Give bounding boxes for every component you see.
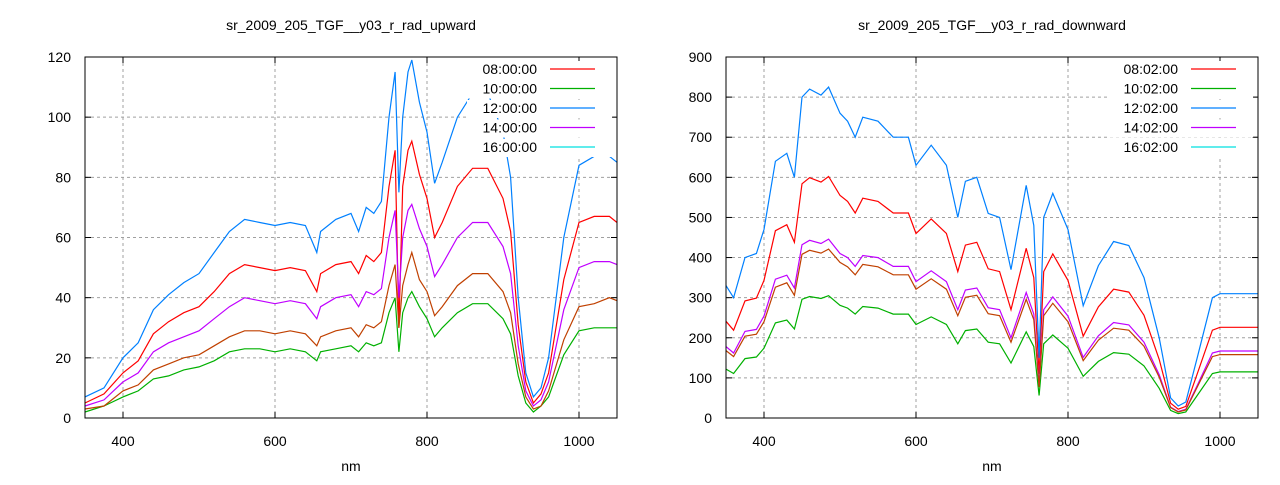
x-axis-label: nm [982, 458, 1001, 474]
y-tick-label: 400 [689, 250, 713, 266]
x-tick-label: 600 [263, 433, 287, 449]
y-tick-label: 60 [55, 230, 71, 246]
series-line-10-00-00 [84, 290, 617, 413]
chart-upward: sr_2009_205_TGF__y03_r_rad_upward nm 0 20… [48, 17, 618, 474]
series-line-08-00-00 [84, 139, 618, 405]
legend-label: 10:02:00 [1124, 81, 1179, 97]
legend-background [467, 61, 612, 79]
legend-label: 16:00:00 [483, 139, 538, 155]
x-tick-label: 1000 [1204, 433, 1235, 449]
x-axis-label: nm [341, 458, 360, 474]
y-tick-label: 700 [689, 129, 713, 145]
y-tick-label: 100 [48, 109, 72, 125]
x-tick-label: 1000 [563, 433, 594, 449]
chart-downward: sr_2009_205_TGF__y03_r_rad_downward nm 0… [689, 17, 1259, 474]
legend-label: 16:02:00 [1124, 139, 1179, 155]
y-tick-label: 120 [48, 49, 72, 65]
x-tick-label: 600 [904, 433, 928, 449]
legend-background [1108, 100, 1253, 118]
legend-label: 08:00:00 [483, 61, 538, 77]
y-tick-label: 200 [689, 330, 713, 346]
legend-background [1108, 139, 1253, 157]
legend-background [1108, 119, 1253, 138]
series-line-16-00-00 [84, 250, 618, 410]
legend-background [467, 119, 612, 138]
y-tick-label: 800 [689, 89, 713, 105]
x-tick-label: 800 [1056, 433, 1080, 449]
series-line-10-02-00 [725, 295, 1258, 415]
legend-label: 14:02:00 [1124, 120, 1179, 136]
series-line-12-00-00 [84, 59, 618, 399]
series-line-14-00-00 [84, 202, 618, 407]
plot-border [84, 56, 618, 419]
legend-background [1108, 61, 1253, 79]
y-tick-label: 500 [689, 209, 713, 225]
y-tick-label: 80 [55, 169, 71, 185]
legend-background [467, 100, 612, 118]
legend-background [467, 139, 612, 157]
series-line-14-02-00 [725, 238, 1258, 413]
legend-label: 08:02:00 [1124, 61, 1179, 77]
chart-title: sr_2009_205_TGF__y03_r_rad_downward [858, 17, 1126, 33]
y-tick-label: 100 [689, 370, 713, 386]
legend-background [1108, 80, 1253, 99]
chart-title: sr_2009_205_TGF__y03_r_rad_upward [226, 17, 476, 33]
y-tick-label: 0 [704, 410, 712, 426]
y-tick-label: 0 [63, 410, 71, 426]
plot-border [725, 56, 1259, 419]
x-tick-label: 400 [752, 433, 776, 449]
series-line-12-02-00 [725, 86, 1258, 407]
legend-label: 12:00:00 [483, 100, 538, 116]
legend-label: 12:02:00 [1124, 100, 1179, 116]
y-tick-label: 900 [689, 49, 713, 65]
legend-label: 14:00:00 [483, 120, 538, 136]
y-tick-label: 20 [55, 350, 71, 366]
legend-background [467, 80, 612, 99]
series-line-08-02-00 [725, 175, 1258, 410]
x-tick-label: 400 [111, 433, 135, 449]
y-tick-label: 40 [55, 290, 71, 306]
series-line-16-02-00 [725, 248, 1258, 413]
y-tick-label: 600 [689, 169, 713, 185]
x-tick-label: 800 [415, 433, 439, 449]
y-tick-label: 300 [689, 290, 713, 306]
legend-label: 10:00:00 [483, 81, 538, 97]
